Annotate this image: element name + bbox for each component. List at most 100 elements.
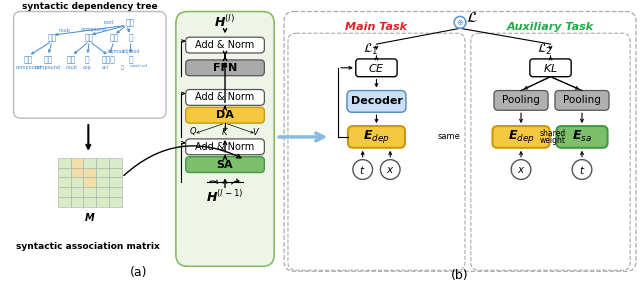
Text: $x$: $x$ (386, 164, 394, 175)
FancyBboxPatch shape (288, 33, 465, 270)
FancyBboxPatch shape (186, 60, 264, 76)
Text: 这个: 这个 (67, 55, 76, 64)
Text: $\boldsymbol{H}^{(l)}$: $\boldsymbol{H}^{(l)}$ (214, 15, 236, 30)
FancyBboxPatch shape (471, 33, 630, 270)
Text: adjmod: adjmod (107, 49, 125, 54)
FancyBboxPatch shape (356, 59, 397, 77)
Text: root: root (104, 20, 114, 25)
Bar (58, 168, 70, 178)
FancyBboxPatch shape (186, 157, 264, 173)
Text: $\mathcal{L}_1$: $\mathcal{L}_1$ (363, 42, 378, 56)
Circle shape (572, 160, 592, 180)
Text: compound: compound (35, 65, 61, 70)
Bar (83, 178, 96, 187)
Text: compound: compound (15, 65, 42, 70)
FancyBboxPatch shape (555, 91, 609, 110)
FancyArrowPatch shape (279, 133, 324, 141)
Circle shape (454, 17, 466, 28)
Bar (109, 197, 122, 207)
Text: $\boldsymbol{H}^{(l-1)}$: $\boldsymbol{H}^{(l-1)}$ (206, 189, 244, 205)
FancyArrowPatch shape (210, 180, 218, 183)
Bar (96, 187, 109, 197)
Text: SA: SA (217, 159, 234, 170)
Circle shape (511, 160, 531, 180)
Text: FFN: FFN (213, 63, 237, 73)
FancyBboxPatch shape (530, 59, 571, 77)
Bar (58, 178, 70, 187)
FancyBboxPatch shape (494, 91, 548, 110)
Bar (109, 158, 122, 168)
Text: nsub: nsub (59, 28, 70, 33)
Text: Add & Norm: Add & Norm (195, 40, 255, 50)
Text: 看懂: 看懂 (126, 18, 135, 27)
Bar (70, 158, 83, 168)
Bar (83, 187, 96, 197)
Text: weight: weight (540, 136, 566, 146)
Text: Main Task: Main Task (346, 22, 408, 32)
Text: compound: compound (81, 27, 108, 32)
Text: Auxiliary Task: Auxiliary Task (507, 22, 594, 32)
FancyBboxPatch shape (284, 12, 636, 271)
FancyBboxPatch shape (348, 126, 405, 148)
Text: cop: cop (83, 65, 92, 70)
Text: $t$: $t$ (360, 164, 366, 175)
FancyBboxPatch shape (13, 12, 166, 118)
FancyArrowPatch shape (124, 146, 241, 175)
Text: $\mathit{KL}$: $\mathit{KL}$ (543, 62, 558, 74)
Text: adjmod: adjmod (122, 49, 140, 54)
FancyBboxPatch shape (556, 126, 607, 148)
FancyBboxPatch shape (347, 91, 406, 112)
Bar (109, 168, 122, 178)
Text: 女人: 女人 (44, 55, 52, 64)
FancyArrowPatch shape (232, 179, 239, 184)
Text: 符号化: 符号化 (102, 55, 116, 64)
Text: 量星: 量星 (47, 34, 56, 43)
Bar (83, 158, 96, 168)
Text: syntactic dependency tree: syntactic dependency tree (22, 1, 157, 10)
Bar (70, 168, 83, 178)
Text: 小岛: 小岛 (24, 55, 33, 64)
Text: (b): (b) (451, 269, 469, 282)
Text: Pooling: Pooling (563, 95, 601, 105)
Bar (58, 187, 70, 197)
Text: nsub: nsub (66, 65, 77, 70)
Circle shape (353, 160, 372, 180)
FancyBboxPatch shape (186, 139, 264, 155)
Text: $\mathcal{L}_2$: $\mathcal{L}_2$ (537, 42, 552, 56)
Text: $Q$: $Q$ (189, 125, 198, 137)
Text: (a): (a) (130, 266, 147, 279)
Bar (96, 168, 109, 178)
Text: 副作: 副作 (84, 34, 94, 43)
Text: syntactic association matrix: syntactic association matrix (17, 242, 160, 251)
Text: Decoder: Decoder (351, 96, 403, 107)
Bar (83, 168, 96, 178)
Text: Add & Norm: Add & Norm (195, 142, 255, 152)
Text: $\boldsymbol{E}_{sa}$: $\boldsymbol{E}_{sa}$ (572, 129, 592, 145)
Text: 比较: 比较 (109, 34, 118, 43)
Bar (70, 178, 83, 187)
Text: Pooling: Pooling (502, 95, 540, 105)
Text: $\mathcal{L}$: $\mathcal{L}$ (466, 10, 478, 25)
Text: same: same (437, 132, 460, 141)
Text: acl: acl (102, 65, 109, 70)
Text: $\oplus$: $\oplus$ (456, 18, 464, 27)
Text: DA: DA (216, 110, 234, 120)
Text: $K$: $K$ (221, 125, 229, 136)
FancyBboxPatch shape (186, 37, 264, 53)
Text: shared: shared (540, 129, 566, 139)
Bar (58, 158, 70, 168)
FancyBboxPatch shape (186, 107, 264, 123)
Bar (70, 187, 83, 197)
Text: Add & Norm: Add & Norm (195, 93, 255, 102)
Text: 的: 的 (120, 65, 124, 70)
Bar (96, 158, 109, 168)
Text: $V$: $V$ (252, 125, 260, 136)
FancyBboxPatch shape (186, 90, 264, 105)
Text: $t$: $t$ (579, 164, 585, 175)
Bar (109, 187, 122, 197)
Bar (109, 178, 122, 187)
Text: $x$: $x$ (516, 164, 525, 175)
Bar (83, 197, 96, 207)
Text: $\boldsymbol{E}_{dep}$: $\boldsymbol{E}_{dep}$ (508, 128, 534, 146)
Text: 是: 是 (85, 55, 90, 64)
